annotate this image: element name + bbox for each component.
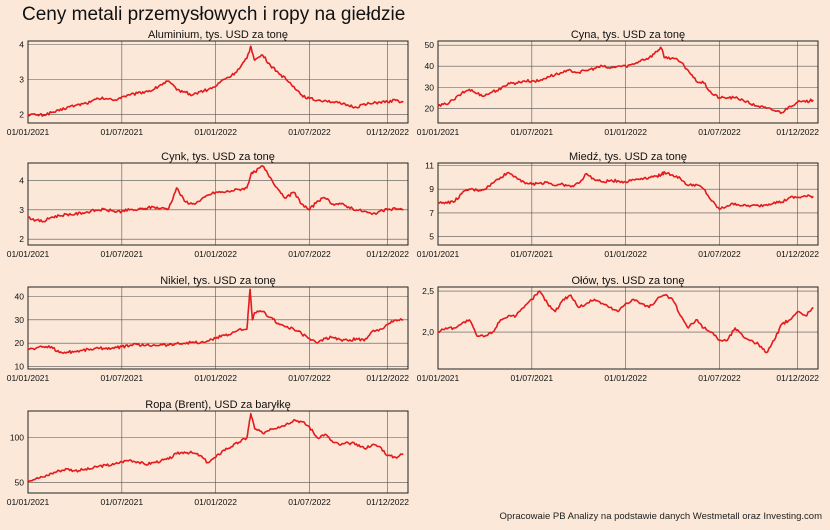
y-tick-label: 10 <box>15 362 25 372</box>
y-tick-label: 5 <box>429 232 434 242</box>
x-tick-label: 01/01/2021 <box>7 127 50 137</box>
plot-frame <box>27 286 409 370</box>
x-tick-label: 01/07/2021 <box>101 249 144 259</box>
plot-frame <box>437 40 819 124</box>
chart-title-miedz: Miedź, tys. USD za tonę <box>569 151 687 163</box>
x-tick-label: 01/07/2021 <box>101 127 144 137</box>
y-tick-label: 4 <box>19 39 24 49</box>
plot-frame <box>437 162 819 246</box>
x-tick-label: 01/01/2022 <box>604 127 647 137</box>
x-tick-label: 01/12/2022 <box>366 127 409 137</box>
x-tick-label: 01/01/2022 <box>194 497 237 507</box>
x-tick-label: 01/07/2022 <box>288 127 331 137</box>
x-tick-label: 01/12/2022 <box>776 249 819 259</box>
plot-frame <box>27 40 409 124</box>
x-tick-label: 01/12/2022 <box>366 373 409 383</box>
x-tick-label: 01/01/2021 <box>7 249 50 259</box>
plot-frame <box>27 162 409 246</box>
chart-cynk: Cynk, tys. USD za tonę 01/01/2021 01/07/20… <box>7 151 409 259</box>
x-tick-label: 01/01/2022 <box>604 373 647 383</box>
x-tick-label: 01/01/2021 <box>417 373 460 383</box>
x-tick-label: 01/07/2022 <box>698 249 741 259</box>
x-tick-label: 01/01/2022 <box>604 249 647 259</box>
series-line-ropa <box>27 412 404 483</box>
chart-title-aluminium: Aluminium, tys. USD za tonę <box>148 29 288 41</box>
x-tick-label: 01/01/2021 <box>7 497 50 507</box>
chart-title-cynk: Cynk, tys. USD za tonę <box>161 151 275 163</box>
y-tick-label: 30 <box>425 82 435 92</box>
y-tick-label: 4 <box>19 176 24 186</box>
series-line-aluminium <box>27 45 404 117</box>
y-tick-label: 3 <box>19 205 24 215</box>
chart-miedz: Miedź, tys. USD za tonę 01/01/2021 01/07/2… <box>417 151 819 259</box>
x-tick-label: 01/01/2022 <box>194 249 237 259</box>
x-tick-label: 01/01/2022 <box>194 127 237 137</box>
x-tick-label: 01/12/2022 <box>776 373 819 383</box>
x-tick-label: 01/07/2022 <box>698 373 741 383</box>
x-tick-label: 01/01/2021 <box>417 249 460 259</box>
x-tick-label: 01/12/2022 <box>366 249 409 259</box>
series-line-cynk <box>27 165 404 223</box>
page-title: Ceny metali przemysłowych i ropy na gieł… <box>22 4 406 25</box>
y-tick-label: 100 <box>10 433 24 443</box>
y-tick-label: 9 <box>429 184 434 194</box>
y-tick-label: 3 <box>19 74 24 84</box>
chart-title-nikiel: Nikiel, tys. USD za tonę <box>160 275 276 287</box>
plot-frame <box>437 286 819 370</box>
x-tick-label: 01/12/2022 <box>366 497 409 507</box>
y-tick-label: 40 <box>425 61 435 71</box>
y-tick-label: 2 <box>19 234 24 244</box>
x-tick-label: 01/01/2021 <box>7 373 50 383</box>
y-tick-label: 7 <box>429 208 434 218</box>
x-tick-label: 01/07/2021 <box>511 249 554 259</box>
x-tick-label: 01/07/2022 <box>288 497 331 507</box>
chart-ropa: Ropa (Brent), USD za baryłkę 01/01/2021 01… <box>7 399 409 507</box>
x-tick-label: 01/12/2022 <box>776 127 819 137</box>
y-tick-label: 20 <box>15 338 25 348</box>
source-note: Opracowaie PB Analizy na podstawie danyc… <box>499 511 822 522</box>
x-tick-label: 01/07/2021 <box>511 127 554 137</box>
y-tick-label: 50 <box>15 477 25 487</box>
series-line-olow <box>437 290 814 354</box>
x-tick-label: 01/07/2022 <box>288 249 331 259</box>
series-line-nikiel <box>27 288 404 354</box>
chart-olow: Ołów, tys. USD za tonę 01/01/2021 01/07/20… <box>417 275 819 383</box>
x-tick-label: 01/01/2022 <box>194 373 237 383</box>
y-tick-label: 50 <box>425 40 435 50</box>
chart-title-olow: Ołów, tys. USD za tonę <box>571 275 684 287</box>
x-tick-label: 01/07/2022 <box>698 127 741 137</box>
chart-title-cyna: Cyna, tys. USD za tonę <box>571 29 685 41</box>
chart-aluminium: Aluminium, tys. USD za tonę 01/01/2021 01/… <box>7 29 409 137</box>
chart-title-ropa: Ropa (Brent), USD za baryłkę <box>145 399 291 411</box>
y-tick-label: 11 <box>425 160 434 170</box>
plot-frame <box>27 410 409 494</box>
x-tick-label: 01/07/2021 <box>101 373 144 383</box>
y-tick-label: 30 <box>15 315 25 325</box>
series-line-miedz <box>437 170 814 211</box>
y-tick-label: 20 <box>425 103 435 113</box>
x-tick-label: 01/07/2021 <box>101 497 144 507</box>
y-tick-label: 2 <box>19 109 24 119</box>
series-line-cyna <box>437 46 814 115</box>
y-tick-label: 2,0 <box>422 327 434 337</box>
y-tick-label: 2,5 <box>422 286 434 296</box>
x-tick-label: 01/01/2021 <box>417 127 460 137</box>
x-tick-label: 01/07/2021 <box>511 373 554 383</box>
chart-nikiel: Nikiel, tys. USD za tonę 01/01/2021 01/07/… <box>7 275 409 383</box>
chart-cyna: Cyna, tys. USD za tonę 01/01/2021 01/07/20… <box>417 29 819 137</box>
x-tick-label: 01/07/2022 <box>288 373 331 383</box>
y-tick-label: 40 <box>15 291 25 301</box>
